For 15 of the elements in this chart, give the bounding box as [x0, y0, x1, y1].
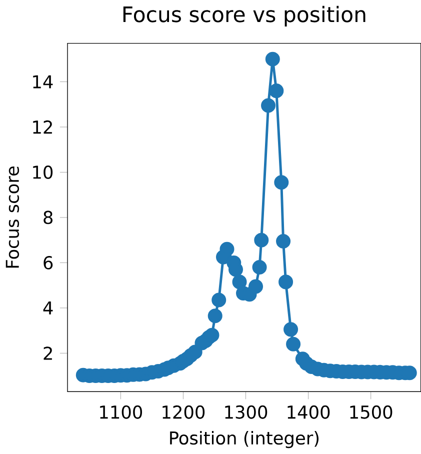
x-tick-label: 1300: [225, 405, 267, 419]
x-tick-label: 1400: [288, 405, 330, 419]
y-tick-label: 6: [44, 256, 52, 270]
chart-title: Focus score vs position: [123, 6, 366, 26]
x-axis-title: Position (integer): [170, 430, 318, 448]
y-tick-label: 12: [33, 120, 52, 134]
y-tick-label: 2: [44, 346, 52, 360]
y-tick-label: 14: [33, 75, 53, 88]
y-axis-title: Focus score: [6, 166, 19, 268]
y-tick-label: 4: [43, 301, 53, 314]
y-tick-label: 10: [33, 166, 52, 179]
x-tick-label: 1500: [350, 405, 392, 419]
y-tick-label: 8: [44, 210, 52, 224]
x-tick-label: 1100: [100, 405, 142, 419]
x-tick-label: 1200: [162, 405, 204, 419]
